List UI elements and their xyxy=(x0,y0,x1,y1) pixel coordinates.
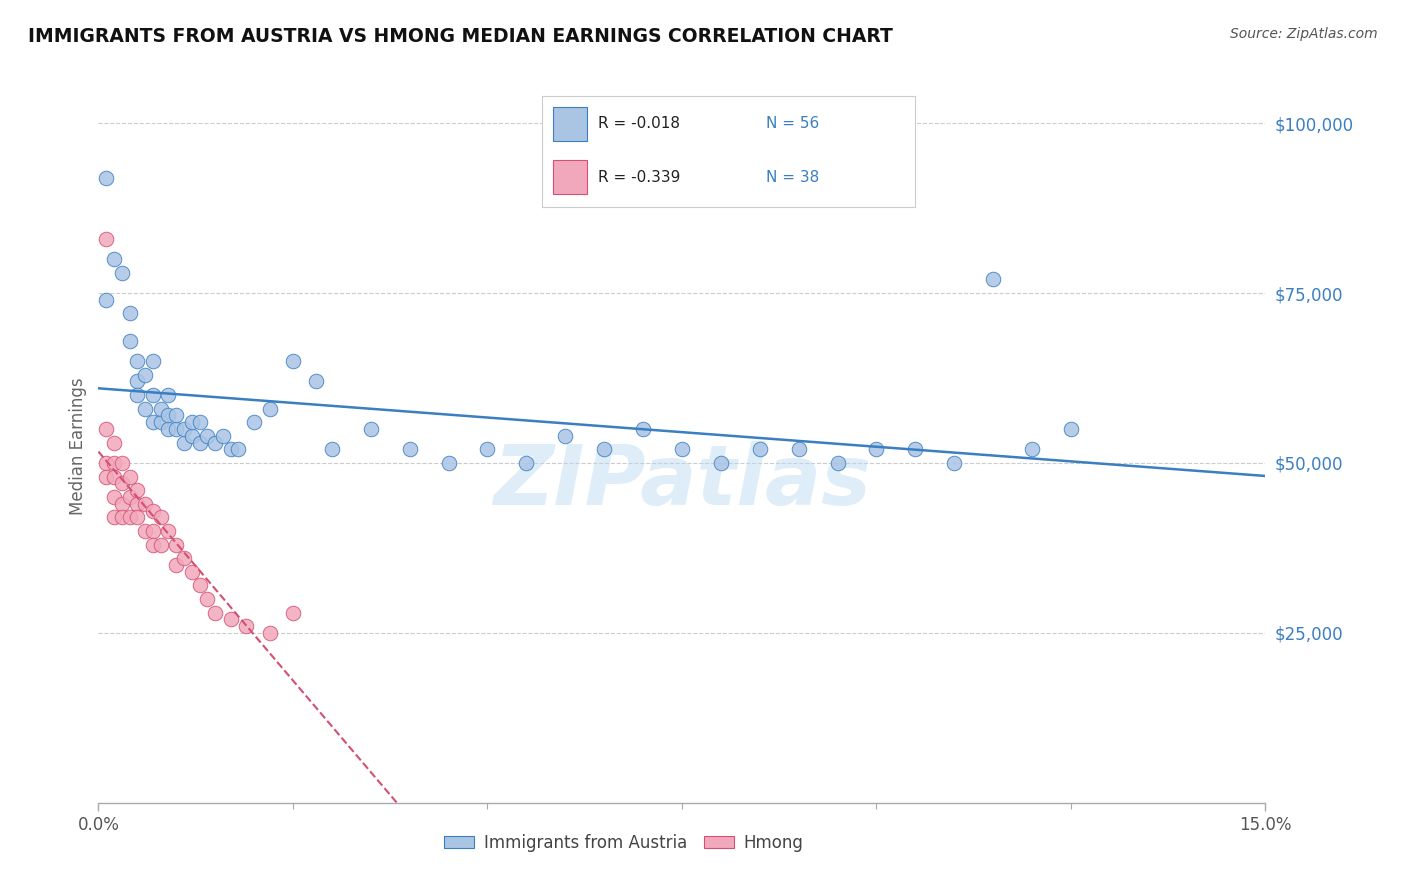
Point xyxy=(243,415,266,429)
Point xyxy=(103,469,125,483)
Point xyxy=(96,232,118,246)
Point xyxy=(219,612,242,626)
Point xyxy=(904,442,927,457)
Point xyxy=(149,415,172,429)
Point xyxy=(710,456,733,470)
Point xyxy=(118,306,141,320)
Text: Source: ZipAtlas.com: Source: ZipAtlas.com xyxy=(1230,27,1378,41)
Point xyxy=(111,456,134,470)
Point xyxy=(103,252,125,266)
Point xyxy=(111,497,134,511)
Point xyxy=(103,456,125,470)
Point xyxy=(1021,442,1043,457)
Point xyxy=(180,429,202,443)
Point xyxy=(96,469,118,483)
Point xyxy=(127,354,149,368)
Point xyxy=(96,293,118,307)
Point xyxy=(118,469,141,483)
Point xyxy=(134,497,156,511)
Legend: Immigrants from Austria, Hmong: Immigrants from Austria, Hmong xyxy=(437,828,810,859)
Point xyxy=(149,537,172,551)
Point xyxy=(305,375,328,389)
Point xyxy=(515,456,537,470)
Point xyxy=(259,626,281,640)
Point xyxy=(212,429,235,443)
Point xyxy=(188,435,211,450)
Point xyxy=(165,409,187,423)
Point xyxy=(188,578,211,592)
Point xyxy=(360,422,382,436)
Text: IMMIGRANTS FROM AUSTRIA VS HMONG MEDIAN EARNINGS CORRELATION CHART: IMMIGRANTS FROM AUSTRIA VS HMONG MEDIAN … xyxy=(28,27,893,45)
Point xyxy=(281,606,304,620)
Y-axis label: Median Earnings: Median Earnings xyxy=(69,377,87,515)
Point xyxy=(204,435,226,450)
Point xyxy=(173,422,195,436)
Point xyxy=(103,510,125,524)
Point xyxy=(219,442,242,457)
Point xyxy=(149,510,172,524)
Point xyxy=(127,497,149,511)
Point xyxy=(127,483,149,498)
Point xyxy=(437,456,460,470)
Point xyxy=(96,456,118,470)
Point xyxy=(134,401,156,416)
Point xyxy=(165,422,187,436)
Point xyxy=(748,442,770,457)
Point xyxy=(111,266,134,280)
Point xyxy=(321,442,343,457)
Point xyxy=(157,524,180,538)
Point xyxy=(142,415,165,429)
Point xyxy=(173,551,195,566)
Point xyxy=(103,490,125,504)
Point xyxy=(157,388,180,402)
Point xyxy=(127,375,149,389)
Point xyxy=(111,476,134,491)
Point xyxy=(204,606,226,620)
Point xyxy=(118,510,141,524)
Point xyxy=(180,565,202,579)
Point xyxy=(134,524,156,538)
Point xyxy=(554,429,576,443)
Point xyxy=(142,354,165,368)
Point xyxy=(134,368,156,382)
Point xyxy=(142,524,165,538)
Point xyxy=(943,456,966,470)
Point xyxy=(96,422,118,436)
Point xyxy=(188,415,211,429)
Point xyxy=(173,435,195,450)
Point xyxy=(827,456,849,470)
Point xyxy=(180,415,202,429)
Point xyxy=(631,422,654,436)
Point xyxy=(103,435,125,450)
Point xyxy=(157,409,180,423)
Point xyxy=(118,490,141,504)
Point xyxy=(111,510,134,524)
Point xyxy=(228,442,250,457)
Point xyxy=(593,442,616,457)
Point xyxy=(981,272,1004,286)
Point xyxy=(96,170,118,185)
Point xyxy=(149,401,172,416)
Point xyxy=(195,429,218,443)
Point xyxy=(235,619,257,633)
Point xyxy=(118,334,141,348)
Point xyxy=(671,442,693,457)
Text: ZIPatlas: ZIPatlas xyxy=(494,442,870,522)
Point xyxy=(195,591,218,606)
Point xyxy=(865,442,887,457)
Point xyxy=(142,537,165,551)
Point xyxy=(142,388,165,402)
Point xyxy=(477,442,499,457)
Point xyxy=(1060,422,1083,436)
Point xyxy=(398,442,420,457)
Point xyxy=(259,401,281,416)
Point xyxy=(142,503,165,517)
Point xyxy=(165,558,187,572)
Point xyxy=(157,422,180,436)
Point xyxy=(127,388,149,402)
Point xyxy=(165,537,187,551)
Point xyxy=(787,442,810,457)
Point xyxy=(127,510,149,524)
Point xyxy=(281,354,304,368)
